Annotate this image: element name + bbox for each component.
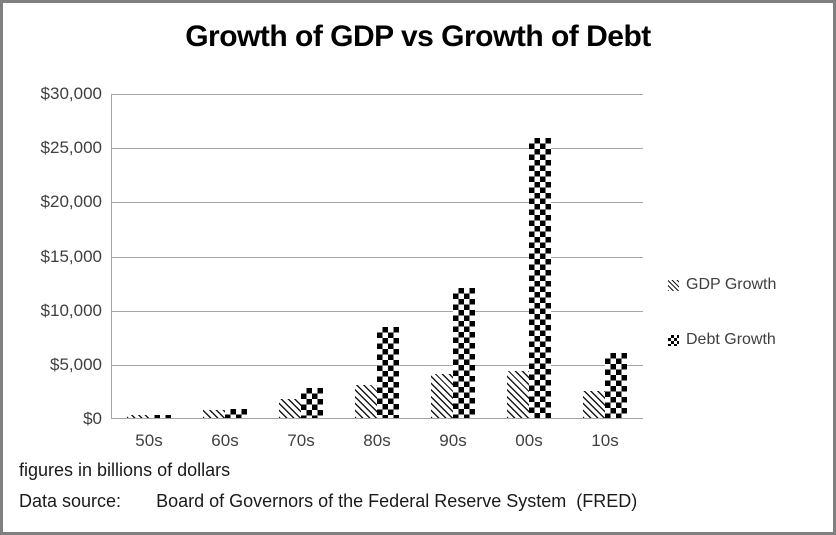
legend-item-gdp-growth: GDP Growth xyxy=(668,276,776,294)
data-source-value: Board of Governors of the Federal Reserv… xyxy=(156,491,638,511)
bar-gdp-growth-10s xyxy=(583,391,605,418)
bar-gdp-growth-60s xyxy=(203,410,225,418)
y-tick-label: $15,000 xyxy=(40,247,102,266)
y-tick-label: $25,000 xyxy=(40,138,102,157)
bar-gdp-growth-50s xyxy=(127,415,149,418)
bar-debt-growth-10s xyxy=(605,353,627,418)
unit-note: figures in billions of dollars xyxy=(19,460,231,480)
x-tick-label-60s: 60s xyxy=(211,431,239,450)
chart-title: Growth of GDP vs Growth of Debt xyxy=(185,20,651,53)
bar-gdp-growth-00s xyxy=(507,371,529,418)
y-tick-label: $30,000 xyxy=(40,84,102,103)
gridline xyxy=(111,202,643,203)
gridline xyxy=(111,311,643,312)
x-tick-label-70s: 70s xyxy=(287,431,315,450)
x-axis-line xyxy=(111,418,643,419)
bar-debt-growth-70s xyxy=(301,388,323,418)
legend-label: Debt Growth xyxy=(686,331,776,348)
x-tick-label-80s: 80s xyxy=(363,431,391,450)
y-axis-line xyxy=(111,94,112,419)
y-tick-label: $10,000 xyxy=(40,301,102,320)
debt-growth-swatch-icon xyxy=(668,334,679,346)
x-tick-label-50s: 50s xyxy=(135,431,163,450)
gridline xyxy=(111,148,643,149)
x-tick-label-90s: 90s xyxy=(439,431,467,450)
y-tick-label: $20,000 xyxy=(40,192,102,211)
bar-gdp-growth-70s xyxy=(279,399,301,418)
bar-debt-growth-00s xyxy=(529,138,551,418)
bar-debt-growth-90s xyxy=(453,288,475,418)
data-source-line: Data source: Board of Governors of the Fe… xyxy=(19,491,637,512)
bar-debt-growth-60s xyxy=(225,409,247,418)
legend-item-debt-growth: Debt Growth xyxy=(668,331,776,349)
x-tick-label-10s: 10s xyxy=(591,431,619,450)
plot-area xyxy=(111,94,643,419)
bar-debt-growth-80s xyxy=(377,327,399,418)
data-source-label: Data source: xyxy=(19,491,122,511)
gdp-growth-swatch-icon xyxy=(668,279,679,291)
bar-gdp-growth-80s xyxy=(355,385,377,418)
y-axis-tick-labels: $30,000 $25,000 $20,000 $15,000 $10,000 $5,00… xyxy=(8,0,102,535)
bar-debt-growth-50s xyxy=(149,415,171,418)
x-tick-label-00s: 00s xyxy=(515,431,543,450)
y-tick-label: $5,000 xyxy=(50,355,102,374)
gridline xyxy=(111,257,643,258)
gridline xyxy=(111,94,643,95)
y-tick-label: $0 xyxy=(83,409,102,428)
legend-label: GDP Growth xyxy=(686,276,777,293)
bar-gdp-growth-90s xyxy=(431,374,453,418)
